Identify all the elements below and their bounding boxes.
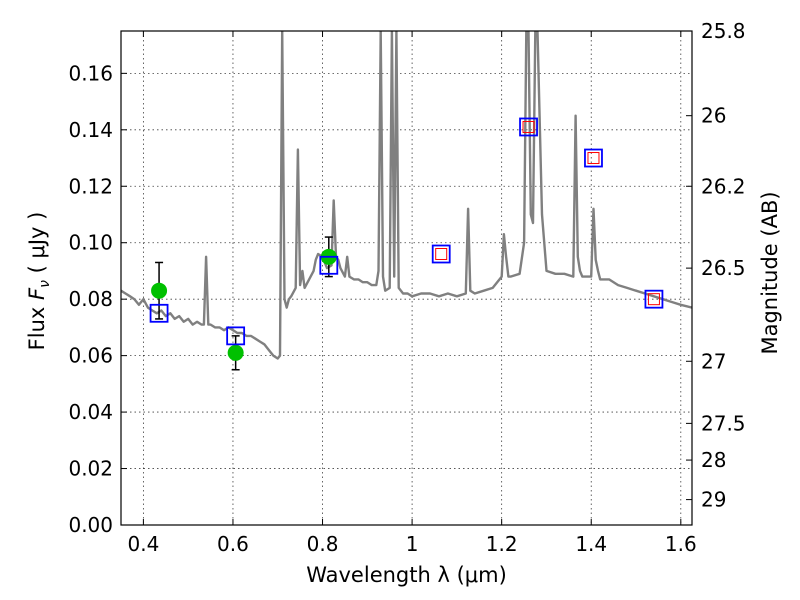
y-tick-label-2: 0.04 <box>68 400 113 424</box>
x-tick-label-1: 0.6 <box>217 532 249 556</box>
model-square-3 <box>431 244 451 264</box>
y-tick-label-6: 0.12 <box>68 174 113 198</box>
model-square-1 <box>226 326 246 346</box>
model-square-6 <box>644 289 664 309</box>
observed-point-0 <box>151 282 168 299</box>
y-axis-label-suffix: ( μJy ) <box>25 212 49 280</box>
model-square-2 <box>319 255 339 275</box>
y-axis-label-symbol: F <box>25 287 49 300</box>
photometry-markers <box>149 117 664 371</box>
y-tick-label-5: 0.10 <box>68 231 113 255</box>
y-axis-label: Flux Fν ( μJy ) <box>25 212 53 351</box>
spectrum-line <box>121 31 692 360</box>
spectrum-series <box>121 31 692 360</box>
y2-tick-label-6: 28 <box>701 448 726 472</box>
y-tick-label-3: 0.06 <box>68 344 113 368</box>
y2-tick-label-1: 26 <box>701 104 726 128</box>
model-inner-square-2 <box>587 152 600 165</box>
model-square-0 <box>149 303 169 323</box>
y-tick-label-8: 0.16 <box>68 61 113 85</box>
y-tick-label-0: 0.00 <box>68 513 113 537</box>
x-tick-label-2: 0.8 <box>307 532 339 556</box>
y-tick-label-1: 0.02 <box>68 457 113 481</box>
y-tick-label-7: 0.14 <box>68 118 113 142</box>
model-square-4 <box>519 117 538 137</box>
y2-tick-label-3: 26.5 <box>701 256 746 280</box>
observed-point-1 <box>227 344 244 361</box>
y-tick-label-4: 0.08 <box>68 287 113 311</box>
y-axis-label-subscript: ν <box>37 280 53 288</box>
x-axis-label: Wavelength λ (μm) <box>306 563 507 587</box>
model-inner-square-3 <box>647 293 660 306</box>
y2-tick-label-7: 29 <box>701 488 726 512</box>
y2-axis-label: Magnitude (AB) <box>758 191 782 354</box>
y2-tick-label-2: 26.2 <box>701 174 746 198</box>
x-tick-label-3: 1 <box>406 532 419 556</box>
x-tick-label-4: 1.2 <box>486 532 518 556</box>
y2-tick-label-0: 25.8 <box>701 19 746 43</box>
x-tick-label-6: 1.6 <box>665 532 697 556</box>
y2-tick-label-5: 27.5 <box>701 411 746 435</box>
plot-frame <box>120 30 693 526</box>
model-inner-square-0 <box>435 248 448 261</box>
x-tick-label-0: 0.4 <box>127 532 159 556</box>
grid-lines <box>121 31 692 525</box>
y2-tick-label-4: 27 <box>701 349 726 373</box>
axis-ticks: 0.4 0.6 0.8 1 1.2 1.4 1.6 0.00 0.02 0.04 0.06 0.08 0… <box>68 19 745 556</box>
model-square-5 <box>584 148 603 168</box>
y-axis-label-prefix: Flux <box>25 300 49 350</box>
x-tick-label-5: 1.4 <box>575 532 607 556</box>
model-inner-square-1 <box>522 120 535 133</box>
